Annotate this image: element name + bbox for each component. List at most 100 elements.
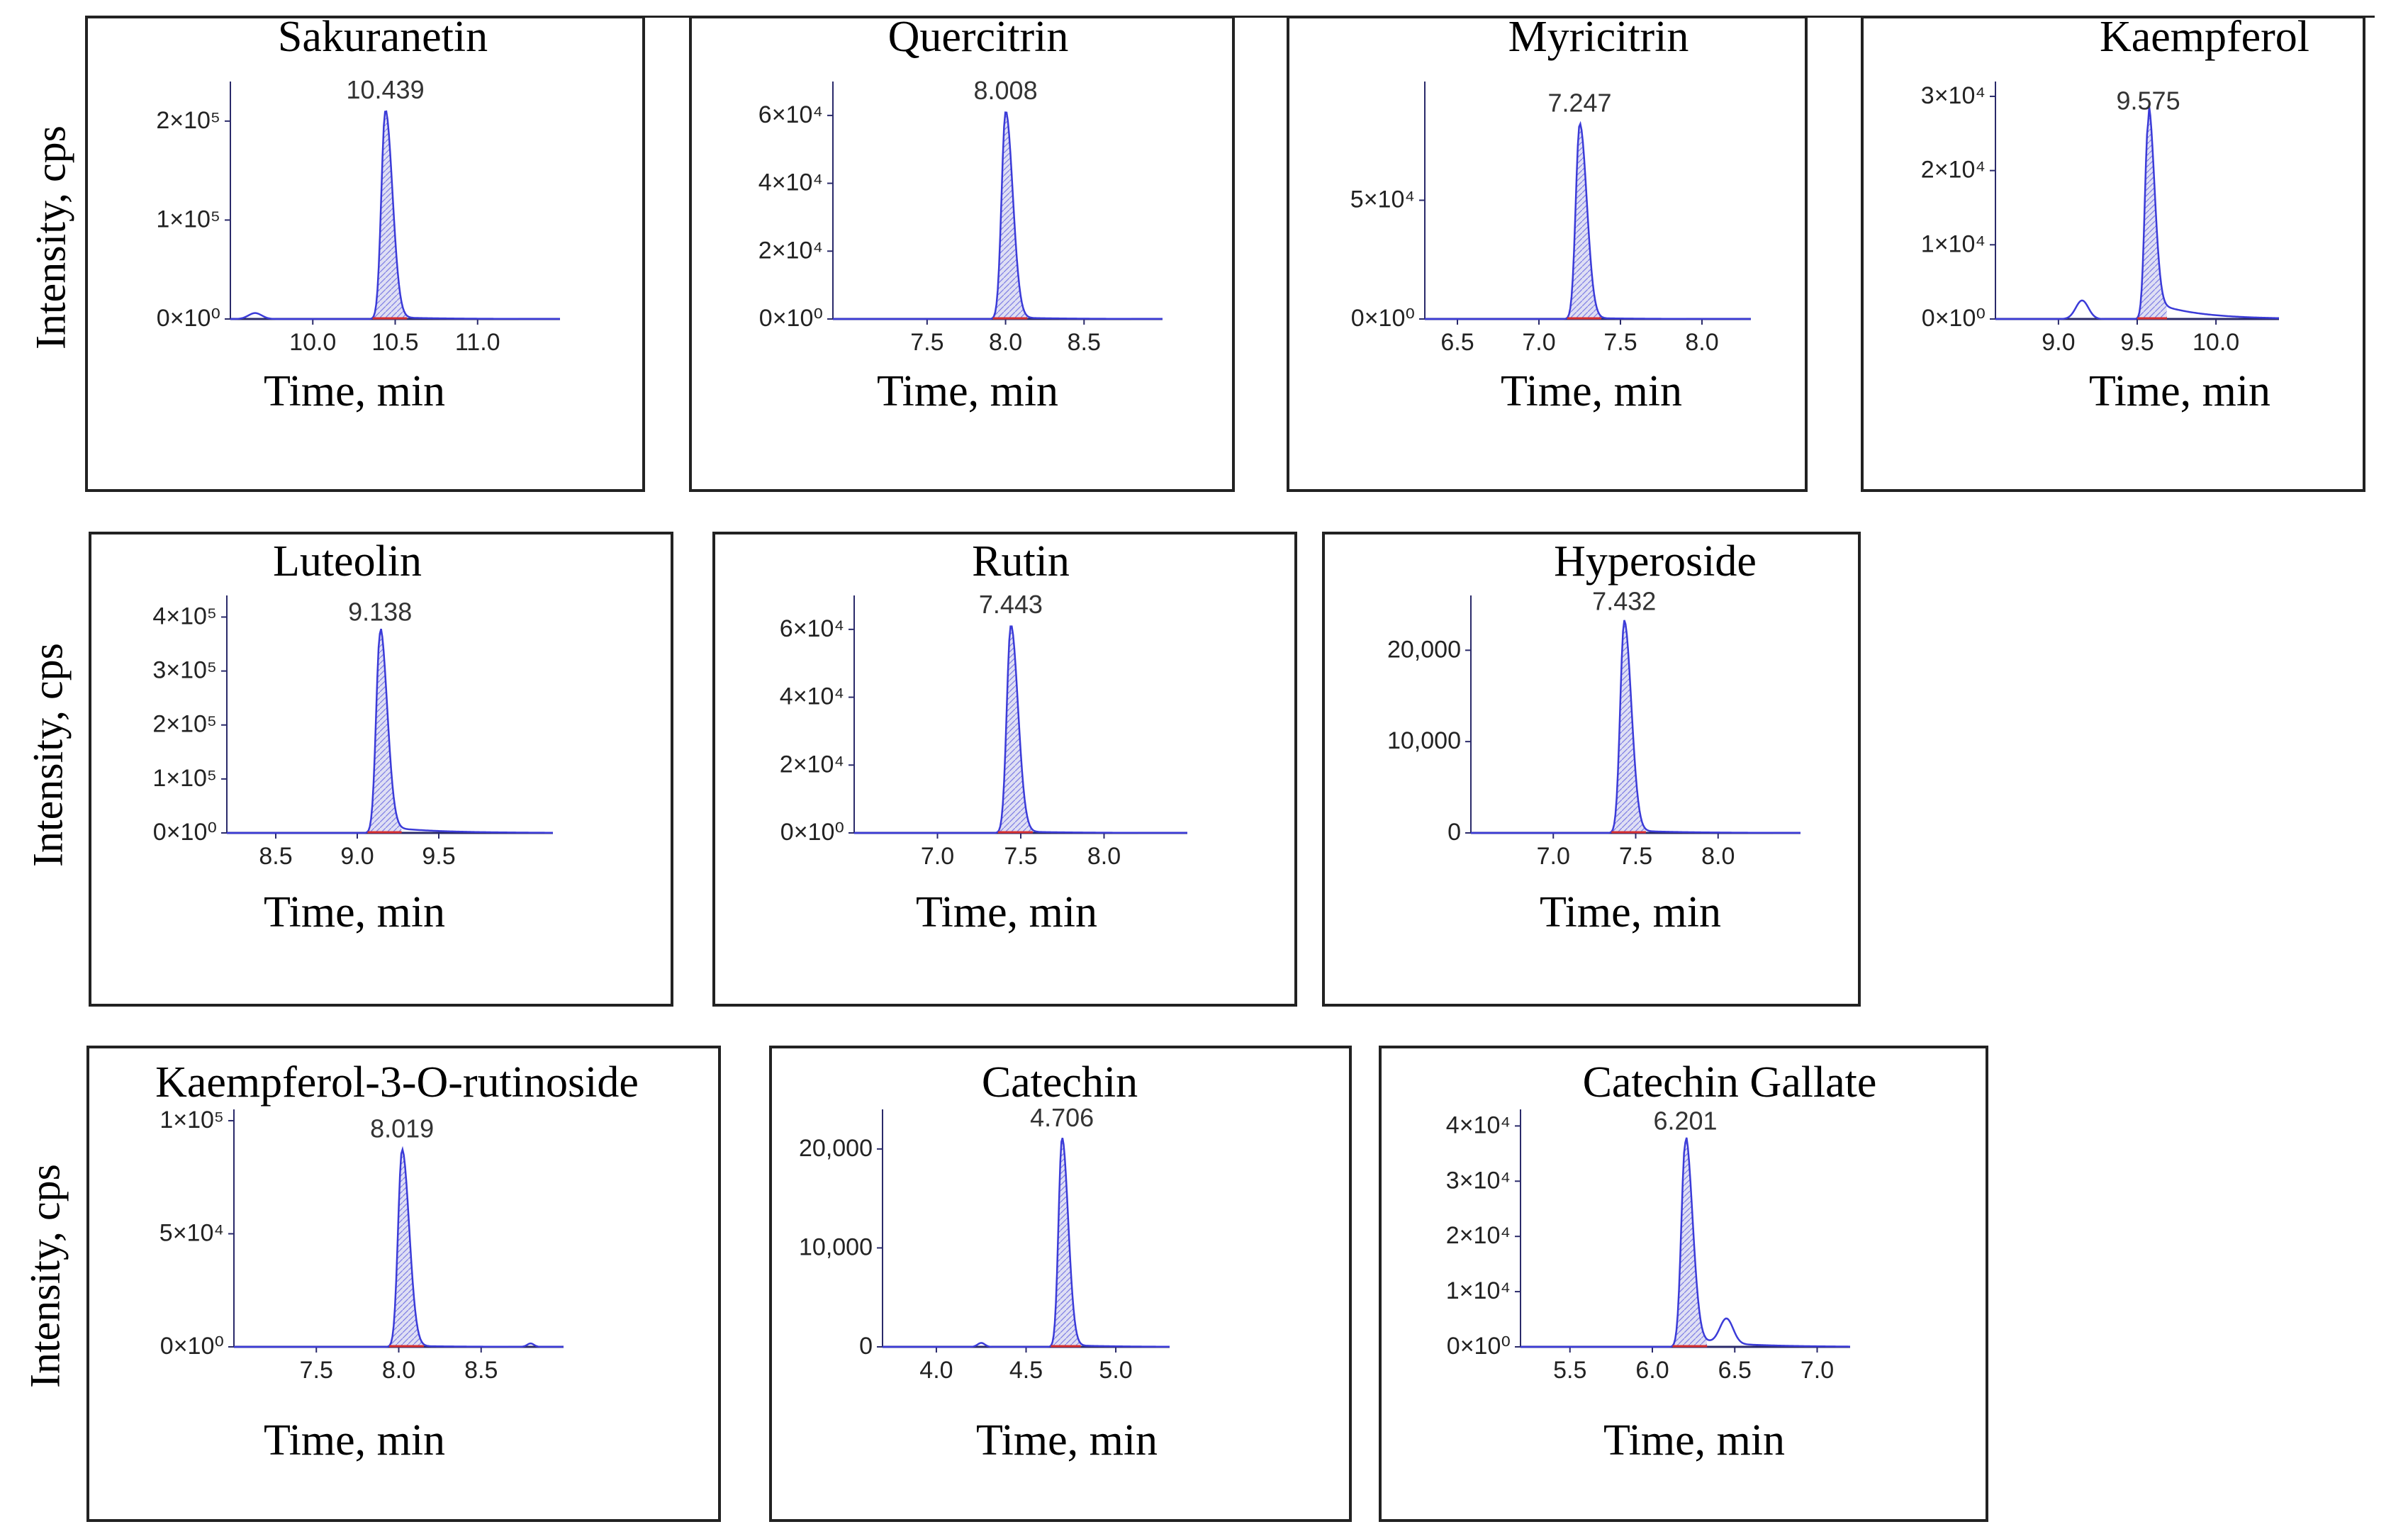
peak-area: [1567, 123, 1601, 319]
y-tick-label: 4×10⁵: [152, 603, 217, 629]
x-axis-label: Time, min: [1500, 367, 1683, 415]
x-tick-label: 10.5: [371, 329, 418, 356]
chart-9: 0×10⁰ 1×10⁴ 2×10⁴ 3×10⁴ 4×10⁴ 5.5 6.0 6.5 7.0 6.2…: [1446, 1107, 1851, 1384]
x-tick-label: 11.0: [455, 329, 500, 356]
trace-line: [883, 1137, 1170, 1348]
peak-retention-label: 9.575: [2117, 86, 2180, 116]
chart-1: 0×10⁰ 2×10⁴ 4×10⁴ 6×10⁴ 7.5 8.0 8.5 8.008: [758, 76, 1163, 356]
x-axis-label: Time, min: [2088, 367, 2271, 415]
x-axis-label: Time, min: [915, 888, 1098, 936]
y-tick-label: 20,000: [799, 1135, 873, 1162]
chromatogram-panel: [1861, 16, 2365, 492]
x-tick-label: 9.0: [340, 843, 374, 870]
panel-title: Myricitrin: [1508, 13, 1689, 61]
y-tick-label: 0: [859, 1333, 873, 1360]
x-tick-label: 8.0: [1087, 843, 1121, 870]
y-tick-label: 0×10⁰: [1922, 305, 1986, 332]
chart-3: 0×10⁰ 1×10⁴ 2×10⁴ 3×10⁴ 9.0 9.5 10.0 9.575: [1921, 82, 2280, 356]
peak-retention-label: 8.019: [370, 1114, 434, 1143]
x-tick-label: 9.5: [2120, 329, 2154, 356]
x-tick-label: 7.5: [1603, 329, 1637, 356]
y-tick-label: 5×10⁴: [159, 1219, 224, 1246]
x-tick-label: 8.0: [382, 1357, 415, 1384]
y-tick-label: 1×10⁵: [159, 1107, 224, 1133]
peak-area: [992, 112, 1028, 320]
y-tick-label: 10,000: [1387, 727, 1461, 754]
peak-retention-label: 9.138: [348, 597, 412, 626]
x-tick-label: 7.5: [1619, 843, 1652, 870]
x-tick-label: 8.0: [989, 329, 1022, 356]
x-axis-label: Time, min: [876, 367, 1059, 415]
chart-8: 0 10,000 20,000 4.0 4.5 5.0 4.706: [799, 1103, 1170, 1384]
chromatogram-panel: [85, 16, 645, 492]
x-axis-label: Time, min: [1539, 888, 1722, 936]
y-tick-label: 1×10⁴: [1446, 1277, 1511, 1304]
y-tick-label: 0×10⁰: [157, 305, 220, 332]
x-tick-label: 7.5: [910, 329, 943, 356]
x-tick-label: 8.5: [259, 843, 292, 870]
peak-area: [389, 1149, 424, 1347]
y-tick-label: 0×10⁰: [153, 819, 217, 846]
panel-title: Hyperoside: [1554, 537, 1757, 586]
x-tick-label: 4.5: [1009, 1357, 1043, 1384]
trace-line: [1471, 620, 1801, 834]
chart-2: 0×10⁰ 5×10⁴ 6.5 7.0 7.5 8.0 7.247: [1350, 82, 1752, 356]
peak-retention-label: 4.706: [1030, 1103, 1094, 1132]
peak-retention-label: 7.247: [1547, 88, 1611, 117]
y-tick-label: 5×10⁴: [1350, 186, 1415, 213]
y-tick-label: 0×10⁰: [160, 1333, 224, 1360]
x-tick-label: 10.0: [289, 329, 336, 356]
trace-line: [1521, 1137, 1851, 1348]
y-tick-label: 2×10⁵: [152, 711, 217, 738]
peak-retention-label: 6.201: [1653, 1107, 1717, 1136]
x-tick-label: 7.0: [1522, 329, 1555, 356]
y-tick-label: 6×10⁴: [780, 615, 844, 642]
x-tick-label: 8.0: [1685, 329, 1718, 356]
trace-line: [1425, 121, 1752, 320]
x-axis-label: Time, min: [263, 888, 446, 936]
x-tick-label: 7.0: [1537, 843, 1570, 870]
x-tick-label: 8.0: [1701, 843, 1735, 870]
chart-4: 0×10⁰ 1×10⁵ 2×10⁵ 3×10⁵ 4×10⁵ 8.5 9.0 9.5 9.138: [152, 595, 554, 870]
chromatogram-panel: [1287, 16, 1808, 492]
chromatogram-panel: [1322, 532, 1861, 1007]
peak-area: [2137, 106, 2167, 319]
peak-area: [367, 629, 402, 833]
y-tick-label: 0×10⁰: [1351, 305, 1415, 332]
x-tick-label: 6.5: [1440, 329, 1474, 356]
y-tick-label: 3×10⁴: [1921, 82, 1986, 109]
y-tick-label: 10,000: [799, 1233, 873, 1260]
y-tick-label: 3×10⁴: [1446, 1167, 1511, 1194]
chromatogram-panel: [86, 1046, 721, 1522]
x-axis-label: Time, min: [1603, 1416, 1786, 1465]
panel-title: Catechin: [981, 1058, 1138, 1107]
y-tick-label: 0: [1447, 819, 1461, 846]
peak-retention-label: 8.008: [974, 76, 1038, 105]
x-axis-label: Time, min: [975, 1416, 1158, 1465]
chart-6: 0 10,000 20,000 7.0 7.5 8.0 7.432: [1387, 587, 1801, 870]
x-tick-label: 7.0: [921, 843, 954, 870]
x-tick-label: 10.0: [2193, 329, 2239, 356]
y-tick-label: 4×10⁴: [1446, 1112, 1511, 1138]
trace-line: [230, 110, 561, 320]
panel-title: Rutin: [972, 537, 1070, 586]
x-tick-label: 7.5: [300, 1357, 333, 1384]
panel-title: Kaempferol-3-O-rutinoside: [155, 1058, 639, 1107]
peak-area: [1611, 620, 1646, 833]
x-tick-label: 6.5: [1718, 1357, 1752, 1384]
peak-retention-label: 10.439: [346, 75, 424, 104]
y-tick-label: 2×10⁴: [780, 751, 844, 778]
peak-area: [372, 111, 408, 319]
x-axis-label: Time, min: [263, 1416, 446, 1465]
panel-title: Quercitrin: [887, 13, 1069, 61]
x-tick-label: 9.5: [422, 843, 455, 870]
y-tick-label: 1×10⁴: [1921, 230, 1986, 257]
x-tick-label: 7.0: [1801, 1357, 1834, 1384]
panel-title: Sakuranetin: [277, 13, 488, 61]
y-tick-label: 6×10⁴: [758, 101, 823, 128]
y-tick-label: 0×10⁰: [759, 305, 823, 332]
chart-7: 0×10⁰ 5×10⁴ 1×10⁵ 7.5 8.0 8.5 8.019: [159, 1107, 564, 1384]
x-tick-label: 5.0: [1099, 1357, 1132, 1384]
x-tick-label: 8.5: [1068, 329, 1101, 356]
y-tick-label: 4×10⁴: [780, 683, 844, 710]
